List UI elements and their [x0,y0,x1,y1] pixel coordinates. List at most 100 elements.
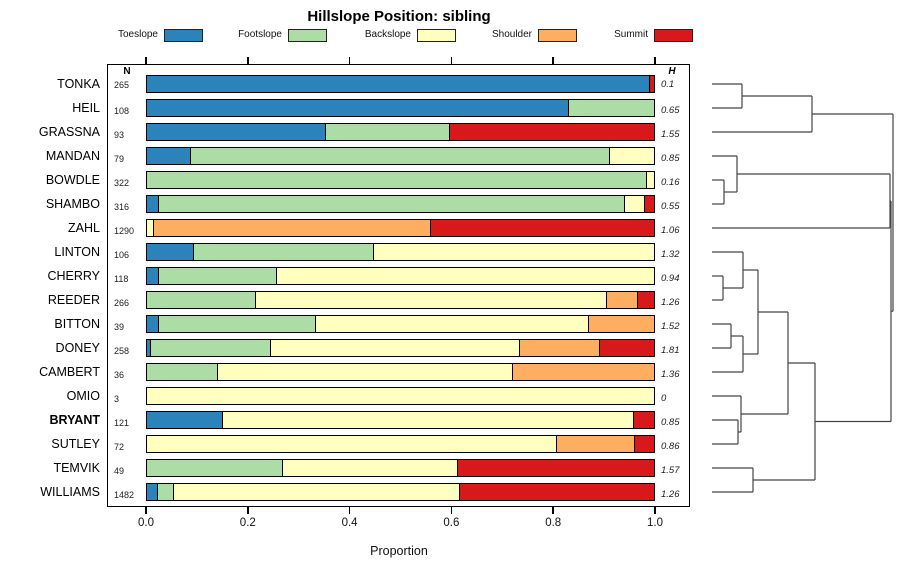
n-value: 316 [114,202,130,212]
h-value: 1.55 [661,129,680,140]
n-value: 39 [114,322,125,332]
bar-segment-backslope [255,292,606,308]
n-value: 265 [114,80,130,90]
bar-segment-footslope [325,124,449,140]
row-label-cherry: CHERRY [47,269,100,283]
h-value: 1.32 [661,249,680,260]
bar-segment-toeslope [147,76,649,92]
bar-segment-backslope [222,412,634,428]
bar-row-williams [146,483,655,501]
bar-row-temvik [146,459,655,477]
bar-segment-footslope [149,340,270,356]
h-column-header: H [668,66,676,77]
row-label-temvik: TEMVIK [53,461,100,475]
row-label-doney: DONEY [55,341,100,355]
x-tick-label: 0.6 [443,517,460,529]
tick-top [654,57,656,64]
h-value: 1.36 [661,369,680,380]
h-value: 0.86 [661,441,680,452]
n-value: 322 [114,178,130,188]
h-value: 1.52 [661,321,680,332]
x-tick-label: 0.0 [138,517,154,529]
h-value: 0.55 [661,201,680,212]
bar-segment-summit [637,292,654,308]
bar-segment-backslope [216,364,513,380]
n-value: 72 [114,442,125,452]
bar-row-cambert [146,363,655,381]
h-value: 1.81 [661,345,680,356]
row-label-omio: OMIO [66,389,100,403]
legend-item-shoulder: Shoulder [492,29,578,42]
n-value: 108 [114,106,130,116]
row-label-grassna: GRASSNA [38,125,100,139]
bar-segment-backslope [372,244,654,260]
h-value: 1.57 [661,465,680,476]
bar-row-cherry [146,267,655,285]
bar-segment-shoulder [518,340,599,356]
tick-bottom [348,507,351,514]
h-value: 0.16 [661,177,680,188]
bar-segment-toeslope [147,268,159,284]
chart-title: Hillslope Position: sibling [307,8,491,25]
n-column-header: N [123,66,131,77]
legend-label: Backslope [364,29,411,40]
bar-segment-shoulder [555,436,635,452]
legend-swatch [164,29,203,42]
bar-segment-backslope [314,316,588,332]
bar-segment-summit [633,412,654,428]
n-value: 3 [114,394,120,404]
x-tick-label: 0.8 [545,517,562,529]
bar-segment-backslope [147,436,556,452]
bar-segment-backslope [147,388,654,404]
tick-top [145,57,147,64]
bar-segment-footslope [147,460,283,476]
bar-segment-toeslope [147,196,158,212]
bar-segment-toeslope [147,100,568,116]
x-tick-label: 0.2 [239,517,256,529]
tick-top [552,57,554,64]
bar-segment-backslope [609,148,654,164]
bar-row-zahl [146,219,655,237]
bar-row-bryant [146,411,655,429]
bar-segment-footslope [157,196,624,212]
bar-row-reeder [146,291,655,309]
bar-segment-shoulder [605,292,638,308]
bar-segment-toeslope [147,412,223,428]
tick-top [348,57,351,64]
bar-segment-backslope [275,268,654,284]
n-value: 1290 [114,226,135,236]
bar-segment-footslope [147,292,256,308]
h-value: 1.26 [661,297,680,308]
n-value: 258 [114,346,130,356]
row-label-cambert: CAMBERT [39,365,100,379]
legend-label: Toeslope [117,29,158,40]
legend-swatch [538,29,577,42]
bar-segment-toeslope [147,340,150,356]
bar-segment-shoulder [587,316,654,332]
row-label-tonka: TONKA [57,77,100,91]
bar-segment-toeslope [147,484,158,500]
bar-segment-toeslope [147,148,191,164]
bar-segment-summit [634,436,654,452]
h-value: 1.26 [661,489,680,500]
x-tick-label: 0.4 [341,517,358,529]
bar-row-tonka [146,75,655,93]
row-label-bitton: BITTON [54,317,100,331]
bar-segment-backslope [269,340,519,356]
bar-segment-footslope [158,316,315,332]
row-label-bowdle: BOWDLE [45,173,100,187]
h-value: 0.85 [661,417,680,428]
n-value: 266 [114,298,130,308]
bar-row-heil [146,99,655,117]
n-value: 93 [114,130,125,140]
bar-segment-footslope [147,364,217,380]
n-value: 106 [114,250,130,260]
legend-item-summit: Summit [614,29,694,42]
h-value: 0.85 [661,153,680,164]
row-label-reeder: REEDER [47,293,100,307]
legend-swatch [288,29,327,42]
bar-row-bitton [146,315,655,333]
bar-segment-toeslope [147,124,326,140]
bar-segment-summit [457,460,654,476]
